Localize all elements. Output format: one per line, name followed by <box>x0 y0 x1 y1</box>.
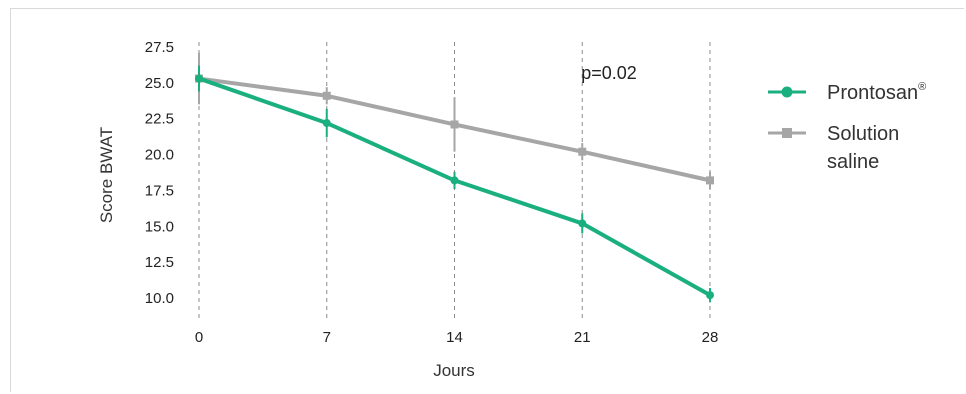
y-tick-label-7: 10.0 <box>145 290 174 307</box>
series-prontosan <box>195 65 714 303</box>
x-tick-label-2: 14 <box>446 329 463 346</box>
point-0-2 <box>450 176 459 185</box>
x-tick-label-3: 21 <box>574 329 591 346</box>
x-axis-title: Jours <box>433 361 475 380</box>
y-tick-label-3: 20.0 <box>145 147 174 164</box>
point-1-4 <box>706 176 714 185</box>
legend-saline-label-line1: Solution <box>827 123 899 145</box>
y-tick-label-4: 17.5 <box>145 182 174 199</box>
point-1-1 <box>322 91 331 100</box>
x-axis-ticks: 0 7 14 21 28 <box>195 329 719 346</box>
series-layer <box>195 52 714 303</box>
x-tick-label-0: 0 <box>195 329 203 346</box>
point-0-3 <box>578 219 587 228</box>
point-1-2 <box>450 120 459 129</box>
chart-frame <box>10 8 964 392</box>
y-axis-ticks: 27.5 25.0 22.5 20.0 17.5 15.0 12.5 10.0 <box>145 39 174 307</box>
legend-saline-label-line2: saline <box>827 151 879 173</box>
point-0-1 <box>322 119 331 128</box>
legend-prontosan-marker <box>781 86 793 98</box>
legend: Prontosan® Solution saline <box>768 81 926 173</box>
x-tick-label-1: 7 <box>323 329 331 346</box>
legend-prontosan-label: Prontosan® <box>827 81 926 104</box>
point-0-0 <box>195 74 203 83</box>
point-1-3 <box>578 147 587 156</box>
legend-saline-marker <box>782 128 792 138</box>
p-value-annotation: p=0.02 <box>581 63 637 83</box>
legend-prontosan-name: Prontosan <box>827 82 918 104</box>
x-tick-label-4: 28 <box>702 329 719 346</box>
y-tick-label-6: 12.5 <box>145 254 174 271</box>
y-axis-title: Score BWAT <box>97 127 116 223</box>
y-tick-label-0: 27.5 <box>145 39 174 56</box>
y-tick-label-2: 22.5 <box>145 111 174 128</box>
legend-prontosan-suffix: ® <box>918 81 926 93</box>
point-0-4 <box>706 291 714 300</box>
y-tick-label-1: 25.0 <box>145 75 174 92</box>
y-tick-label-5: 15.0 <box>145 218 174 235</box>
